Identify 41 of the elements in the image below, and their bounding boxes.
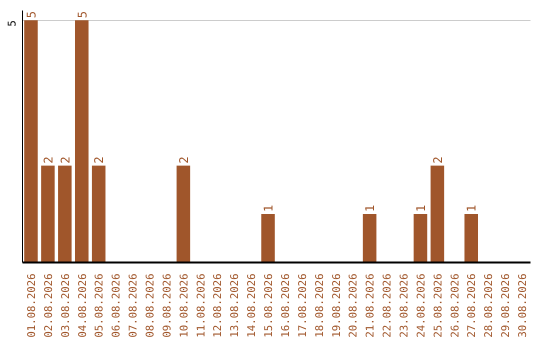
x-tick-label: 22.08.2026 <box>380 274 394 338</box>
x-tick-label: 18.08.2026 <box>312 274 326 338</box>
x-tick-label: 17.08.2026 <box>296 274 309 338</box>
data-label: 5 <box>24 10 38 18</box>
x-tick-label: 20.08.2026 <box>346 274 360 338</box>
data-label: 2 <box>58 156 72 164</box>
x-tick-label: 26.08.2026 <box>448 274 462 338</box>
x-tick-label: 28.08.2026 <box>482 274 496 338</box>
x-tick-label: 10.08.2026 <box>177 274 190 338</box>
data-label: 2 <box>41 156 56 164</box>
x-tick-label: 19.08.2026 <box>330 274 343 338</box>
data-label: 1 <box>363 204 378 212</box>
x-tick-label: 13.08.2026 <box>228 274 242 338</box>
x-tick-label: 30.08.2026 <box>516 274 530 338</box>
x-tick-label: 07.08.2026 <box>126 274 140 338</box>
x-tick-label: 04.08.2026 <box>76 274 89 338</box>
x-tick-label: 09.08.2026 <box>160 274 174 338</box>
data-label: 1 <box>262 204 276 212</box>
x-tick-label: 27.08.2026 <box>465 274 478 338</box>
data-label: 5 <box>75 10 90 18</box>
x-tick-label: 16.08.2026 <box>278 274 292 338</box>
x-tick-label: 12.08.2026 <box>211 274 224 338</box>
data-label: 2 <box>430 156 445 164</box>
x-tick-label: 23.08.2026 <box>398 274 410 338</box>
x-tick-label: 24.08.2026 <box>414 274 428 338</box>
data-label: 1 <box>464 204 479 212</box>
x-tick-label: 05.08.2026 <box>92 274 106 338</box>
x-tick-label: 15.08.2026 <box>262 274 276 338</box>
x-tick-label: 11.08.2026 <box>194 274 208 338</box>
x-tick-label: 21.08.2026 <box>364 274 377 338</box>
x-tick-label: 03.08.2026 <box>58 274 72 338</box>
x-tick-label: 29.08.2026 <box>499 274 512 338</box>
x-tick-label: 06.08.2026 <box>110 274 123 338</box>
x-tick-label: 08.08.2026 <box>144 274 156 338</box>
data-label: 2 <box>92 156 106 164</box>
x-tick-label: 01.08.2026 <box>24 274 38 338</box>
x-tick-label: 25.08.2026 <box>431 274 444 338</box>
data-label: 1 <box>414 204 428 212</box>
x-tick-label: 14.08.2026 <box>245 274 258 338</box>
data-label: 2 <box>176 156 191 164</box>
x-tick-label: 02.08.2026 <box>42 274 55 338</box>
